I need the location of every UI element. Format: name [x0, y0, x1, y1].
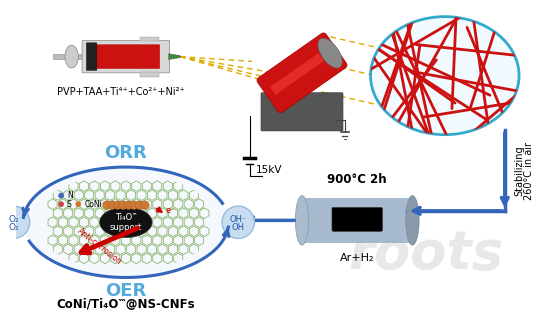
Polygon shape [297, 68, 307, 94]
Text: Anti-corrosion: Anti-corrosion [75, 226, 123, 266]
Circle shape [58, 193, 64, 198]
Circle shape [140, 201, 149, 209]
Text: Ar+H₂: Ar+H₂ [340, 253, 374, 263]
FancyBboxPatch shape [261, 93, 343, 131]
Ellipse shape [100, 207, 152, 238]
Polygon shape [302, 198, 413, 243]
Text: 260°C in air: 260°C in air [524, 142, 534, 200]
Ellipse shape [65, 45, 79, 68]
FancyBboxPatch shape [86, 43, 97, 70]
Ellipse shape [318, 38, 342, 68]
Text: N: N [67, 191, 72, 200]
Circle shape [102, 201, 111, 209]
Text: CoNi/Ti₄O‷@NS-CNFs: CoNi/Ti₄O‷@NS-CNFs [56, 298, 195, 311]
Circle shape [119, 201, 127, 209]
Text: Stabilizing: Stabilizing [514, 146, 524, 196]
Ellipse shape [406, 196, 419, 245]
Circle shape [75, 201, 81, 207]
Polygon shape [169, 54, 180, 59]
Text: e⁻: e⁻ [166, 206, 175, 215]
Text: Ti₄O‷
support: Ti₄O‷ support [109, 213, 142, 232]
Text: OH⁻: OH⁻ [229, 215, 247, 224]
Circle shape [130, 201, 138, 209]
Text: roots: roots [348, 228, 503, 280]
FancyBboxPatch shape [90, 45, 160, 69]
Text: 900°C 2h: 900°C 2h [327, 173, 387, 186]
Text: S: S [67, 200, 71, 209]
Circle shape [222, 206, 254, 239]
Text: CoNi: CoNi [85, 200, 103, 209]
Circle shape [0, 206, 30, 239]
Circle shape [124, 201, 133, 209]
Circle shape [113, 201, 122, 209]
Ellipse shape [295, 196, 309, 245]
Polygon shape [53, 54, 83, 59]
Text: ORR: ORR [105, 144, 147, 162]
Circle shape [108, 201, 117, 209]
Polygon shape [140, 72, 159, 77]
FancyBboxPatch shape [270, 54, 324, 95]
FancyBboxPatch shape [257, 33, 347, 113]
Text: O₂: O₂ [8, 215, 19, 224]
Text: O₂: O₂ [8, 223, 19, 232]
Text: 15kV: 15kV [255, 165, 282, 175]
Text: PVP+TAA+Ti⁴⁺+Co²⁺+Ni²⁺: PVP+TAA+Ti⁴⁺+Co²⁺+Ni²⁺ [57, 87, 185, 97]
Ellipse shape [23, 167, 229, 278]
Text: OER: OER [105, 282, 147, 300]
Polygon shape [140, 37, 159, 41]
Text: OH: OH [232, 223, 245, 232]
FancyBboxPatch shape [332, 208, 383, 231]
Circle shape [58, 201, 64, 207]
Ellipse shape [371, 17, 519, 135]
FancyBboxPatch shape [82, 40, 170, 73]
Circle shape [135, 201, 144, 209]
